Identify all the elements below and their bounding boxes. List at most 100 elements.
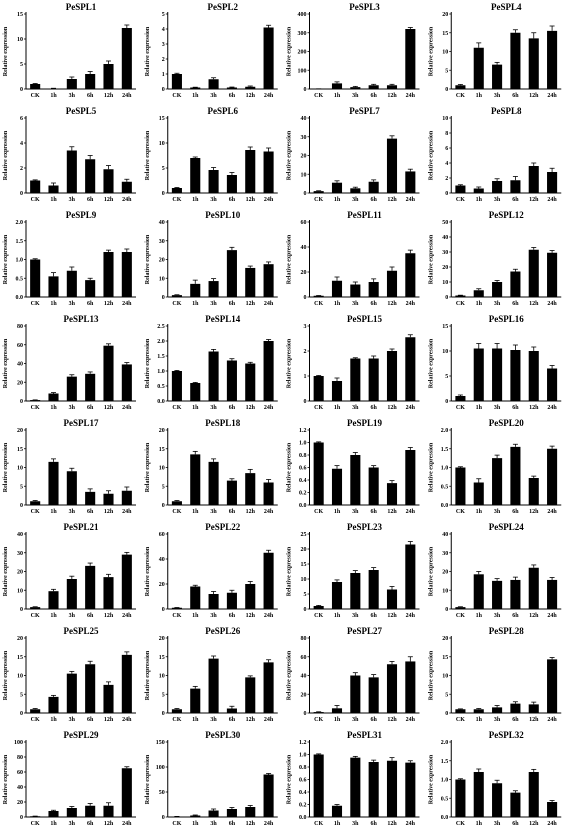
y-axis-label: Relative expression — [428, 754, 434, 804]
bar — [547, 368, 558, 401]
x-tick-label: 24h — [547, 301, 557, 307]
bar — [492, 580, 503, 609]
y-axis-label: Relative expression — [428, 442, 434, 492]
x-tick-label: CK — [31, 405, 40, 411]
y-tick-label: 10 — [442, 280, 448, 286]
bar — [121, 490, 132, 505]
panel-pespl22: PeSPL22 Relative expression 0 20 40 60 CK 1h 3h 6… — [145, 522, 278, 619]
panel-pespl30: PeSPL30 Relative expression 0 50 100 150 CK 1h 3… — [145, 730, 278, 827]
x-tick-label: 1h — [192, 821, 199, 827]
x-tick-label: 3h — [494, 717, 501, 723]
bar — [547, 172, 558, 193]
x-tick-label: 3h — [210, 405, 217, 411]
x-tick-label: 6h — [512, 509, 519, 515]
y-tick-label: 0 — [20, 815, 23, 821]
x-tick-label: 3h — [69, 301, 76, 307]
x-tick-label: 24h — [547, 821, 557, 827]
bar — [331, 280, 343, 297]
x-tick-label: 6h — [87, 197, 94, 203]
y-axis-label: Relative expression — [428, 234, 434, 284]
x-tick-label: 1h — [192, 301, 199, 307]
y-tick-label: 100 — [156, 765, 165, 771]
y-tick-label: 20 — [159, 636, 165, 642]
panel-title: PeSPL20 — [489, 418, 524, 428]
bar — [190, 383, 201, 401]
y-tick-label: 0.0 — [299, 503, 307, 509]
bar — [171, 295, 182, 297]
panel-pespl21: PeSPL21 Relative expression 0 10 20 30 40 CK 1h 3… — [3, 522, 136, 619]
x-tick-label: 6h — [87, 405, 94, 411]
x-tick-label: 12h — [104, 405, 114, 411]
y-tick-label: 2 — [304, 349, 307, 355]
bar — [103, 684, 114, 713]
y-tick-label: 8 — [445, 131, 448, 137]
bar — [245, 267, 256, 297]
x-tick-label: 6h — [229, 717, 236, 723]
x-tick-label: 6h — [370, 197, 377, 203]
x-tick-label: 12h — [387, 405, 397, 411]
panel-pespl19: PeSPL19 Relative expression 0.0 0.2 0.4 0.6 0.… — [287, 418, 420, 515]
x-tick-label: 12h — [387, 301, 397, 307]
bar — [245, 584, 256, 609]
panel-title: PeSPL5 — [66, 106, 97, 116]
y-tick-label: 2.0 — [157, 339, 165, 345]
x-tick-label: 1h — [50, 93, 57, 99]
x-tick-label: CK — [172, 197, 181, 203]
y-tick-label: 0 — [445, 87, 448, 93]
y-tick-label: 30 — [442, 551, 448, 557]
bar — [85, 74, 96, 89]
x-tick-label: 12h — [246, 717, 256, 723]
x-tick-label: 1h — [50, 509, 57, 515]
y-tick-label: 0 — [304, 607, 307, 613]
x-tick-label: 6h — [370, 613, 377, 619]
bar — [103, 577, 114, 609]
bar — [103, 169, 114, 193]
panel-title: PeSPL4 — [491, 2, 522, 12]
y-tick-label: 40 — [301, 674, 307, 680]
bar — [405, 171, 416, 193]
panel-title: PeSPL9 — [66, 210, 97, 220]
x-tick-label: 3h — [352, 197, 359, 203]
y-tick-label: 20 — [301, 547, 307, 553]
bar — [405, 450, 416, 505]
y-tick-label: 1.5 — [157, 354, 165, 360]
bar — [208, 170, 219, 193]
y-tick-label: 40 — [17, 362, 23, 368]
y-tick-label: 40 — [159, 557, 165, 563]
y-tick-label: 0 — [162, 815, 165, 821]
bar — [492, 348, 503, 401]
y-tick-label: 60 — [159, 532, 165, 538]
bar — [171, 709, 182, 713]
bar — [405, 337, 416, 401]
y-tick-label: 30 — [301, 135, 307, 141]
bar — [528, 38, 539, 89]
y-tick-label: 0.8 — [299, 765, 307, 771]
x-tick-label: 6h — [370, 821, 377, 827]
x-tick-label: 3h — [494, 301, 501, 307]
x-tick-label: 1h — [476, 613, 483, 619]
panel-pespl29: PeSPL29 Relative expression 0 20 40 60 80 100 CK… — [3, 730, 136, 827]
x-tick-label: 1h — [334, 509, 341, 515]
x-tick-label: 12h — [529, 821, 539, 827]
bar — [350, 284, 361, 297]
panel-title: PeSPL7 — [349, 106, 380, 116]
panel-pespl8: PeSPL8 Relative expression 0 2 4 6 8 10 CK 1h 3h 6h… — [428, 106, 562, 203]
bar — [48, 276, 59, 297]
y-axis-label: Relative expression — [428, 26, 434, 76]
y-tick-label: 15 — [17, 655, 23, 661]
y-tick-label: 80 — [17, 324, 23, 330]
x-tick-label: 12h — [104, 821, 114, 827]
bar — [171, 501, 182, 505]
x-tick-label: 1h — [334, 301, 341, 307]
y-tick-label: 3 — [304, 324, 307, 330]
y-tick-label: 1.0 — [157, 369, 165, 375]
x-tick-label: 12h — [387, 197, 397, 203]
bar — [405, 544, 416, 609]
bar — [510, 180, 521, 193]
x-tick-label: 1h — [50, 301, 57, 307]
x-tick-label: 24h — [264, 613, 274, 619]
bar — [313, 754, 324, 817]
x-tick-label: 3h — [352, 509, 359, 515]
y-tick-label: 0 — [162, 87, 165, 93]
y-axis-label: Relative expression — [145, 754, 151, 804]
